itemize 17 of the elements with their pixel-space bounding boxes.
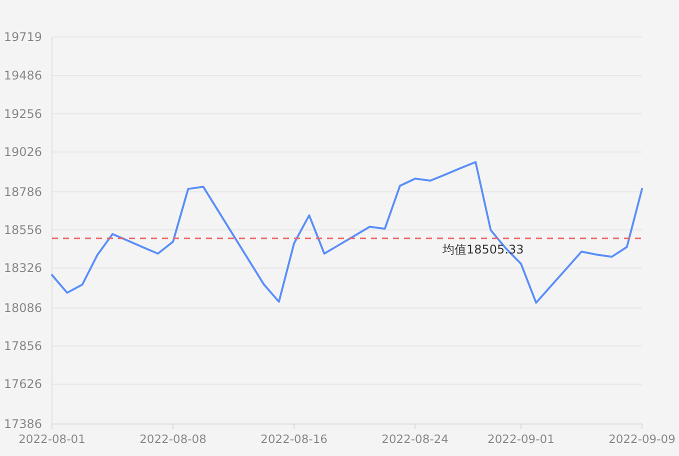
y-tick-label: 17386 (4, 417, 42, 431)
x-tick-label: 2022-08-16 (260, 432, 328, 446)
y-tick-label: 19026 (4, 144, 42, 159)
y-tick-label: 18556 (4, 222, 42, 237)
y-tick-label: 19486 (4, 68, 42, 83)
y-tick-label: 17856 (4, 339, 42, 354)
y-tick-label: 18326 (4, 261, 42, 276)
x-tick-label: 2022-09-09 (608, 432, 676, 446)
y-tick-label: 18086 (4, 300, 42, 315)
y-tick-label: 19256 (4, 106, 42, 121)
y-tick-label: 19719 (4, 30, 42, 44)
x-tick-label: 2022-08-01 (18, 432, 86, 446)
y-tick-label: 17626 (4, 377, 42, 392)
x-tick-label: 2022-08-24 (382, 432, 448, 446)
x-tick-label: 2022-08-08 (140, 432, 206, 446)
x-tick-label: 2022-09-01 (488, 432, 554, 446)
y-tick-label: 18786 (4, 184, 42, 199)
